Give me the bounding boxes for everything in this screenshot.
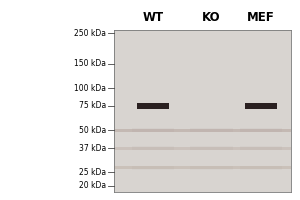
Bar	[190, 128, 232, 132]
Bar	[114, 129, 291, 132]
Text: 75 kDa: 75 kDa	[79, 101, 106, 110]
Bar	[190, 146, 232, 150]
Text: WT: WT	[142, 11, 164, 24]
Text: 50 kDa: 50 kDa	[79, 126, 106, 135]
Bar	[114, 166, 291, 169]
Bar	[245, 103, 277, 109]
Bar	[190, 166, 232, 170]
Text: 37 kDa: 37 kDa	[79, 144, 106, 153]
Bar	[240, 166, 282, 170]
Bar	[137, 103, 169, 109]
Text: 150 kDa: 150 kDa	[74, 59, 106, 68]
Bar	[132, 128, 174, 132]
Bar	[132, 146, 174, 150]
Text: 250 kDa: 250 kDa	[74, 29, 106, 38]
Bar	[240, 146, 282, 150]
Bar	[114, 147, 291, 150]
Text: KO: KO	[202, 11, 221, 24]
Text: 100 kDa: 100 kDa	[74, 84, 106, 93]
Text: 20 kDa: 20 kDa	[80, 181, 106, 190]
Bar	[240, 128, 282, 132]
Text: MEF: MEF	[247, 11, 275, 24]
Text: 25 kDa: 25 kDa	[80, 168, 106, 177]
Bar	[132, 166, 174, 170]
